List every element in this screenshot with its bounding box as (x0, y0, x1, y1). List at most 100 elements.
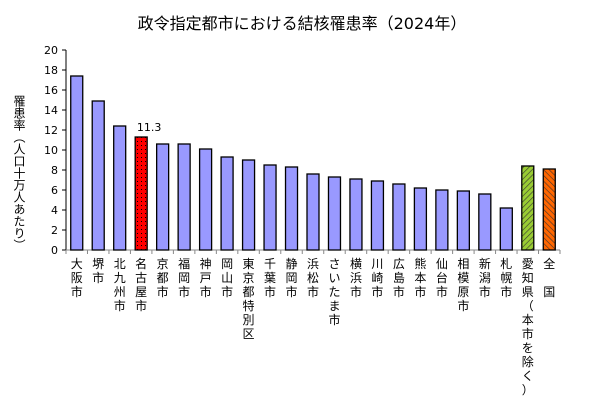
x-tick-label (543, 271, 555, 285)
y-tick-label: 10 (44, 144, 58, 157)
bar (327, 176, 342, 251)
x-tick-label: 浜 (307, 257, 319, 271)
bar (263, 164, 277, 251)
x-tick-label: 原 (457, 285, 469, 299)
bar (306, 173, 320, 251)
x-tick-label: 島 (393, 270, 405, 285)
x-tick-label: 屋 (135, 285, 147, 299)
bar (499, 207, 513, 251)
x-tick-label: 市 (414, 284, 426, 299)
chart-title: 政令指定都市における結核罹患率（2024年） (137, 14, 467, 33)
x-tick-label: 市 (264, 284, 276, 299)
x-tick-label: 仙 (436, 257, 448, 271)
x-tick-label: 市 (286, 284, 298, 299)
x-tick-label: 本 (414, 271, 426, 285)
x-tick-label: 市 (479, 284, 491, 299)
x-tick-label: ま (328, 299, 340, 313)
x-tick-label: 広 (393, 257, 405, 271)
x-tick-label: 岡 (178, 271, 190, 285)
x-tick-label: 東 (243, 257, 255, 271)
x-tick-label: 市 (371, 284, 383, 299)
y-tick-label: 16 (44, 84, 58, 97)
x-tick-label: 市 (71, 284, 83, 299)
y-tick-label: 12 (44, 124, 58, 137)
bar (370, 180, 385, 251)
x-tick-label: 市 (221, 284, 233, 299)
x-tick-label: 市 (350, 284, 362, 299)
x-tick-label: い (328, 271, 340, 285)
x-tick-label: 台 (436, 270, 448, 285)
x-tick-label: 山 (221, 271, 233, 285)
bar (198, 148, 213, 251)
x-tick-label: 横 (350, 257, 362, 271)
bar (521, 165, 535, 251)
bar (177, 143, 191, 251)
bar (70, 75, 84, 251)
x-tick-label: く (522, 369, 534, 383)
bar (284, 166, 299, 251)
x-tick-label: 模 (457, 271, 469, 285)
bar (156, 143, 170, 251)
x-tick-label: 崎 (371, 271, 383, 285)
x-tick-label: 市 (457, 298, 469, 313)
bar (134, 136, 148, 251)
y-tick-label: 2 (51, 224, 58, 237)
x-tick-label: 京 (243, 271, 255, 285)
x-tick-label: 浜 (350, 271, 362, 285)
bar (413, 187, 428, 251)
x-tick-label: さ (328, 257, 340, 271)
x-tick-label: 市 (178, 284, 190, 299)
x-tick-label: （ (522, 299, 534, 313)
bar (478, 193, 492, 251)
x-tick-label: 市 (393, 284, 405, 299)
x-tick-label: 知 (522, 271, 534, 285)
x-tick-label: 市 (157, 284, 169, 299)
x-tick-label: 札 (500, 257, 512, 271)
x-tick-label: 除 (522, 354, 534, 369)
x-tick-label: 大 (71, 257, 83, 271)
x-tick-label: 幌 (500, 270, 512, 285)
x-tick-label: 県 (522, 285, 534, 299)
y-tick-label: 0 (51, 244, 58, 257)
x-tick-label: 市 (135, 298, 147, 313)
x-tick-label: 都 (157, 271, 169, 285)
x-tick-label: 区 (243, 327, 255, 341)
y-tick-label: 8 (51, 164, 58, 177)
x-tick-label: 市 (328, 312, 340, 327)
x-tick-label: 国 (543, 285, 555, 299)
bar (349, 178, 363, 251)
y-tick-label: 20 (44, 44, 58, 57)
x-tick-label: 阪 (71, 271, 83, 285)
x-tick-label: 川 (371, 257, 383, 271)
x-tick-label: を (522, 341, 534, 355)
x-tick-label: ） (522, 383, 534, 397)
x-tick-label: 千 (264, 257, 276, 271)
x-tick-label: 市 (436, 284, 448, 299)
x-tick-label: 市 (522, 326, 534, 341)
x-tick-label: 松 (307, 271, 319, 285)
x-tick-label: 市 (114, 298, 126, 313)
x-tick-label: 岡 (286, 271, 298, 285)
x-tick-label: 愛 (522, 257, 534, 271)
y-axis-label: 罹患率（人口十万人あたり） (12, 95, 26, 251)
x-tick-label: 市 (92, 270, 104, 285)
x-tick-label: 葉 (264, 271, 276, 285)
data-label: 11.3 (137, 121, 162, 134)
x-tick-label: 福 (178, 256, 190, 271)
bar (220, 156, 234, 251)
y-tick-label: 14 (44, 104, 58, 117)
x-tick-label: 本 (522, 313, 534, 327)
x-tick-label: 別 (243, 313, 255, 327)
bar (91, 100, 105, 251)
x-tick-label: 堺 (92, 257, 104, 271)
x-tick-label: 名 (135, 256, 147, 271)
x-tick-label: 九 (114, 271, 126, 285)
bar (542, 168, 556, 251)
x-tick-label: 熊 (414, 256, 426, 271)
x-tick-label: 戸 (200, 271, 212, 285)
x-tick-label: た (328, 285, 340, 299)
x-tick-label: 岡 (221, 257, 233, 271)
y-tick-label: 6 (51, 184, 58, 197)
x-tick-label: 潟 (479, 271, 491, 285)
